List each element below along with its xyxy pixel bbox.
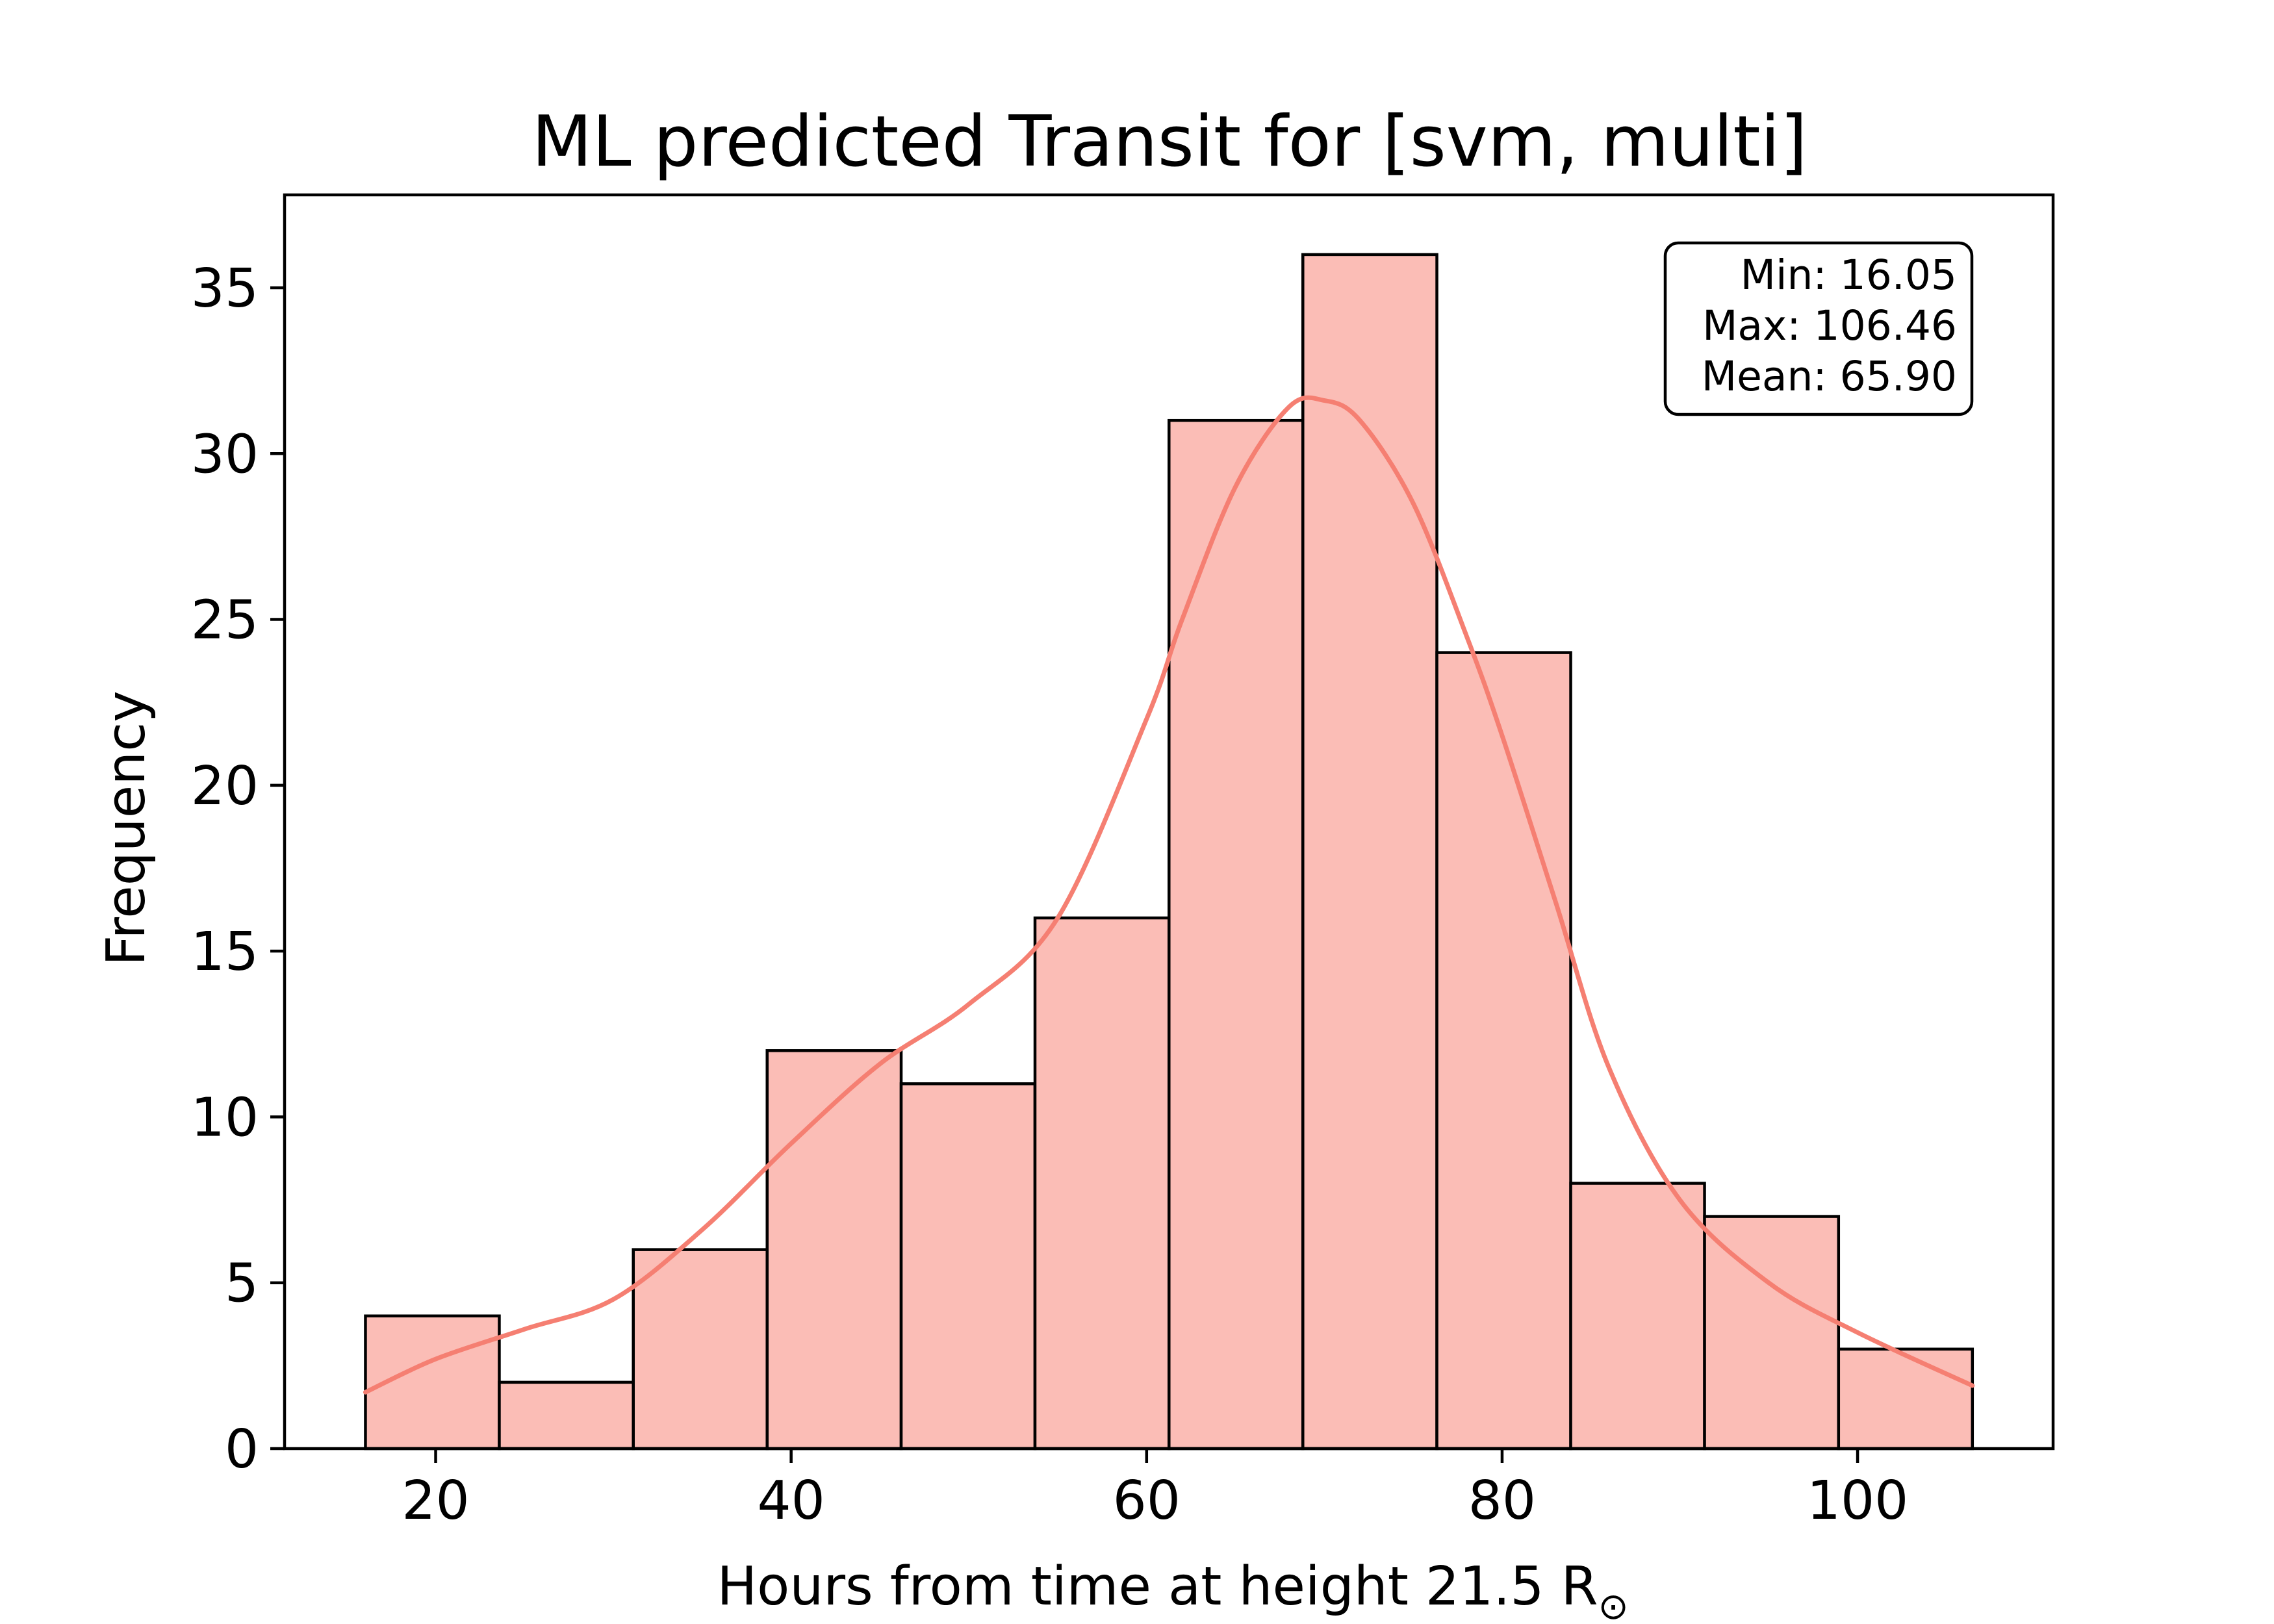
x-tick-label-40: 40	[757, 1470, 824, 1532]
y-tick-label-30: 30	[191, 424, 259, 485]
stats-min: Min: 16.05	[1741, 251, 1957, 299]
y-tick-label-15: 15	[191, 921, 259, 983]
y-axis-label: Frequency	[96, 691, 157, 966]
x-tick-label-100: 100	[1807, 1470, 1909, 1532]
stats-box-frame	[1663, 241, 1974, 416]
histogram-bar-11	[1703, 1215, 1841, 1451]
histogram-bar-7	[1168, 418, 1305, 1451]
histogram-bar-8	[1301, 253, 1438, 1451]
histogram-bar-10	[1569, 1182, 1706, 1451]
chart-title: ML predicted Transit for [svm, multi]	[531, 101, 1808, 183]
y-tick-label-10: 10	[191, 1087, 259, 1148]
stats-box: Min: 16.05 Max: 106.46 Mean: 65.90	[1663, 241, 1974, 416]
kde-curve	[363, 395, 1975, 1395]
x-tick-label-60: 60	[1113, 1470, 1181, 1532]
histogram-bars	[364, 253, 1974, 1451]
y-axis-ticks: 0 5 10 15 20 25 30 35	[191, 258, 285, 1480]
y-tick-label-25: 25	[191, 590, 259, 652]
plot-frame	[283, 193, 2055, 1451]
y-tick-label-20: 20	[191, 755, 259, 817]
histogram-bar-6	[1033, 916, 1171, 1451]
x-axis-ticks: 20 40 60 80 100	[402, 1449, 1908, 1532]
y-tick-label-5: 5	[225, 1253, 259, 1315]
histogram-bar-4	[765, 1049, 903, 1451]
stats-mean: Mean: 65.90	[1702, 353, 1957, 400]
stats-max: Max: 106.46	[1702, 302, 1957, 349]
y-tick-label-0: 0	[225, 1419, 259, 1480]
histogram-bar-2	[498, 1380, 635, 1451]
histogram-bar-9	[1435, 651, 1572, 1451]
x-axis-label-subscript: ⊙	[1598, 1586, 1629, 1624]
x-axis-label: Hours from time at height 21.5 R⊙	[717, 1556, 1629, 1624]
histogram-bar-12	[1837, 1347, 1974, 1451]
x-tick-label-80: 80	[1468, 1470, 1536, 1532]
histogram-bar-5	[899, 1082, 1037, 1451]
histogram-bar-3	[632, 1248, 769, 1451]
y-tick-label-35: 35	[191, 258, 259, 320]
x-tick-label-20: 20	[402, 1470, 469, 1532]
